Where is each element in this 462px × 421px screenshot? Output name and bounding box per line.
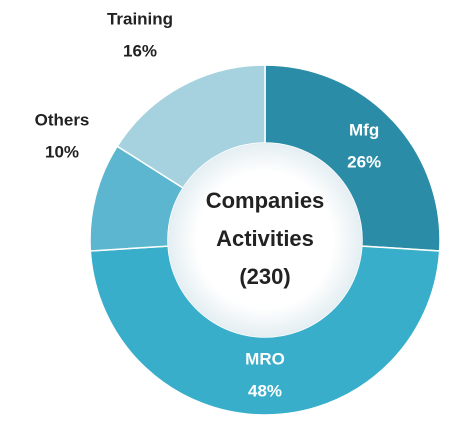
value-label: 26%	[347, 152, 381, 171]
center-text: (230)	[239, 264, 290, 289]
donut-hole	[168, 143, 362, 337]
slice	[89, 245, 441, 416]
slices	[89, 64, 441, 416]
center-text: Companies	[206, 188, 325, 213]
value-label: 48%	[248, 381, 282, 400]
slice-label: Mfg	[349, 120, 379, 139]
slice-label: MRO	[245, 349, 285, 368]
slice-label: Others	[35, 110, 90, 129]
slice-label: Training	[107, 9, 173, 28]
center-text: Activities	[216, 226, 314, 251]
value-label: 10%	[45, 142, 79, 161]
value-label: 16%	[123, 41, 157, 60]
